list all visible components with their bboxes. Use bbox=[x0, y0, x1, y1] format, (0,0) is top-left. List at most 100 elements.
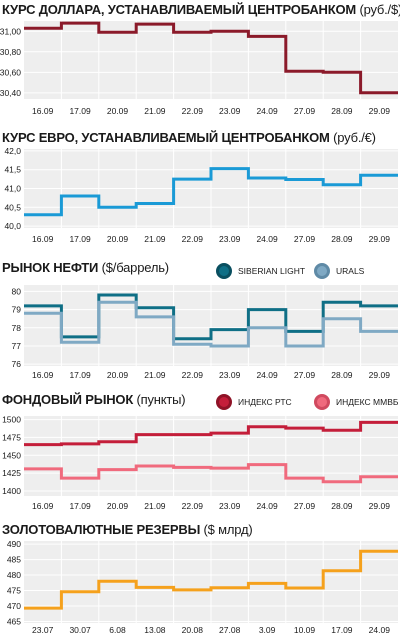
x-tick-label: 17.09 bbox=[331, 625, 353, 635]
x-tick-label: 22.09 bbox=[182, 501, 204, 511]
oil-market-title: РЫНОК НЕФТИ ($/баррель) bbox=[2, 260, 169, 275]
legend-micex-index-swatch bbox=[314, 394, 330, 410]
x-tick-label: 22.09 bbox=[182, 234, 204, 244]
y-tick-label: 41,0 bbox=[4, 184, 21, 194]
series-line bbox=[24, 549, 398, 610]
x-tick-label: 27.08 bbox=[219, 625, 241, 635]
legend-siberian-light: SIBERIAN LIGHT bbox=[216, 263, 305, 279]
x-tick-label: 20.09 bbox=[107, 370, 129, 380]
x-tick-label: 24.09 bbox=[256, 234, 278, 244]
series-line bbox=[24, 300, 398, 348]
x-tick-label: 16.09 bbox=[32, 234, 54, 244]
x-tick-label: 21.09 bbox=[144, 234, 166, 244]
x-tick-label: 24.09 bbox=[369, 625, 391, 635]
x-tick-label: 23.07 bbox=[32, 625, 54, 635]
y-tick-label: 30,40 bbox=[0, 88, 21, 98]
x-tick-label: 24.09 bbox=[256, 106, 278, 116]
x-tick-label: 17.09 bbox=[69, 370, 91, 380]
eur-rate-title: КУРС ЕВРО, УСТАНАВЛИВАЕМЫЙ ЦЕНТРОБАНКОМ … bbox=[2, 130, 376, 145]
oil-market-unit: ($/баррель) bbox=[101, 260, 169, 275]
legend-rts-index: ИНДЕКС РТС bbox=[216, 394, 292, 410]
y-tick-label: 40,5 bbox=[4, 202, 21, 212]
x-tick-label: 24.09 bbox=[256, 501, 278, 511]
x-tick-label: 29.09 bbox=[369, 501, 391, 511]
x-tick-label: 21.09 bbox=[144, 370, 166, 380]
reserves-title-text: ЗОЛОТОВАЛЮТНЫЕ РЕЗЕРВЫ bbox=[2, 522, 201, 537]
x-tick-label: 27.09 bbox=[294, 106, 316, 116]
y-tick-label: 480 bbox=[7, 570, 21, 580]
y-tick-label: 40,0 bbox=[4, 221, 21, 231]
legend-siberian-light-swatch bbox=[216, 263, 232, 279]
x-tick-label: 28.09 bbox=[331, 106, 353, 116]
x-tick-label: 29.09 bbox=[369, 234, 391, 244]
x-tick-label: 22.09 bbox=[182, 370, 204, 380]
y-tick-label: 42,0 bbox=[4, 146, 21, 156]
reserves-title: ЗОЛОТОВАЛЮТНЫЕ РЕЗЕРВЫ ($ млрд) bbox=[2, 522, 253, 537]
series-line bbox=[24, 21, 398, 95]
x-tick-label: 27.09 bbox=[294, 501, 316, 511]
x-tick-label: 20.09 bbox=[107, 234, 129, 244]
x-tick-label: 3.09 bbox=[259, 625, 276, 635]
y-tick-label: 41,5 bbox=[4, 165, 21, 175]
legend-micex-index: ИНДЕКС ММВБ bbox=[314, 394, 398, 410]
x-tick-label: 20.09 bbox=[107, 501, 129, 511]
usd-rate-title: КУРС ДОЛЛАРА, УСТАНАВЛИВАЕМЫЙ ЦЕНТРОБАНК… bbox=[2, 2, 400, 17]
stock-market-chart: 1500 1475 1450 1425 1400 16.09 17.09 20.09 21.09… bbox=[2, 415, 398, 511]
y-tick-label: 79 bbox=[12, 305, 22, 315]
x-tick-label: 30.07 bbox=[69, 625, 91, 635]
stock-market-unit: (пункты) bbox=[136, 392, 186, 407]
x-tick-label: 10.09 bbox=[294, 625, 316, 635]
x-tick-label: 23.09 bbox=[219, 501, 241, 511]
y-tick-label: 1400 bbox=[2, 486, 21, 496]
x-tick-label: 16.09 bbox=[32, 106, 54, 116]
x-tick-label: 28.09 bbox=[331, 234, 353, 244]
series-line bbox=[24, 167, 398, 217]
legend-urals-label: URALS bbox=[336, 266, 365, 276]
x-tick-label: 17.09 bbox=[69, 234, 91, 244]
y-tick-label: 1450 bbox=[2, 450, 21, 460]
x-tick-label: 28.09 bbox=[331, 501, 353, 511]
reserves-chart: 490 485 480 475 470 465 23.07 30.07 6.08 13.08 20.… bbox=[7, 539, 398, 635]
x-tick-label: 21.09 bbox=[144, 501, 166, 511]
legend-rts-index-label: ИНДЕКС РТС bbox=[238, 397, 292, 407]
y-tick-label: 475 bbox=[7, 586, 21, 596]
x-tick-label: 27.09 bbox=[294, 370, 316, 380]
x-tick-label: 23.09 bbox=[219, 370, 241, 380]
x-tick-label: 6.08 bbox=[109, 625, 126, 635]
y-tick-label: 1475 bbox=[2, 432, 21, 442]
eur-rate-title-text: КУРС ЕВРО, УСТАНАВЛИВАЕМЫЙ ЦЕНТРОБАНКОМ bbox=[2, 130, 330, 145]
y-tick-label: 76 bbox=[12, 359, 22, 369]
y-tick-label: 465 bbox=[7, 616, 21, 626]
x-tick-label: 20.09 bbox=[107, 106, 129, 116]
x-tick-label: 28.09 bbox=[331, 370, 353, 380]
x-tick-label: 24.09 bbox=[256, 370, 278, 380]
usd-rate-unit: (руб./$) bbox=[359, 2, 400, 17]
stock-market-section: ФОНДОВЫЙ РЫНОК (пункты) ИНДЕКС РТС ИНДЕК… bbox=[0, 383, 400, 513]
x-tick-label: 16.09 bbox=[32, 370, 54, 380]
eur-rate-section: КУРС ЕВРО, УСТАНАВЛИВАЕМЫЙ ЦЕНТРОБАНКОМ … bbox=[0, 121, 400, 246]
usd-rate-title-text: КУРС ДОЛЛАРА, УСТАНАВЛИВАЕМЫЙ ЦЕНТРОБАНК… bbox=[2, 2, 357, 17]
y-tick-label: 78 bbox=[12, 323, 22, 333]
y-tick-label: 80 bbox=[12, 286, 22, 296]
y-tick-label: 1425 bbox=[2, 468, 21, 478]
oil-market-section: РЫНОК НЕФТИ ($/баррель) SIBERIAN LIGHT U… bbox=[0, 251, 400, 381]
y-tick-label: 490 bbox=[7, 539, 21, 549]
x-tick-label: 21.09 bbox=[144, 106, 166, 116]
legend-rts-index-swatch bbox=[216, 394, 232, 410]
x-tick-label: 23.09 bbox=[219, 106, 241, 116]
legend-micex-index-label: ИНДЕКС ММВБ bbox=[336, 397, 399, 407]
x-tick-label: 16.09 bbox=[32, 501, 54, 511]
y-tick-label: 470 bbox=[7, 601, 21, 611]
oil-market-title-text: РЫНОК НЕФТИ bbox=[2, 260, 99, 275]
usd-rate-chart: 31,00 30,80 30,60 30,40 16.09 17.09 20.09 21.09… bbox=[0, 21, 398, 116]
x-tick-label: 29.09 bbox=[369, 106, 391, 116]
x-tick-label: 23.09 bbox=[219, 234, 241, 244]
y-tick-label: 77 bbox=[12, 341, 22, 351]
reserves-unit: ($ млрд) bbox=[203, 522, 253, 537]
y-tick-label: 485 bbox=[7, 555, 21, 565]
y-tick-label: 30,60 bbox=[0, 67, 21, 77]
x-tick-label: 17.09 bbox=[69, 501, 91, 511]
legend-siberian-light-label: SIBERIAN LIGHT bbox=[238, 266, 306, 276]
oil-market-chart: 80 79 78 77 76 16.09 17.09 20.09 21.09 22.09 23.09… bbox=[12, 285, 398, 380]
reserves-section: ЗОЛОТОВАЛЮТНЫЕ РЕЗЕРВЫ ($ млрд) 490 485 48… bbox=[0, 513, 400, 639]
